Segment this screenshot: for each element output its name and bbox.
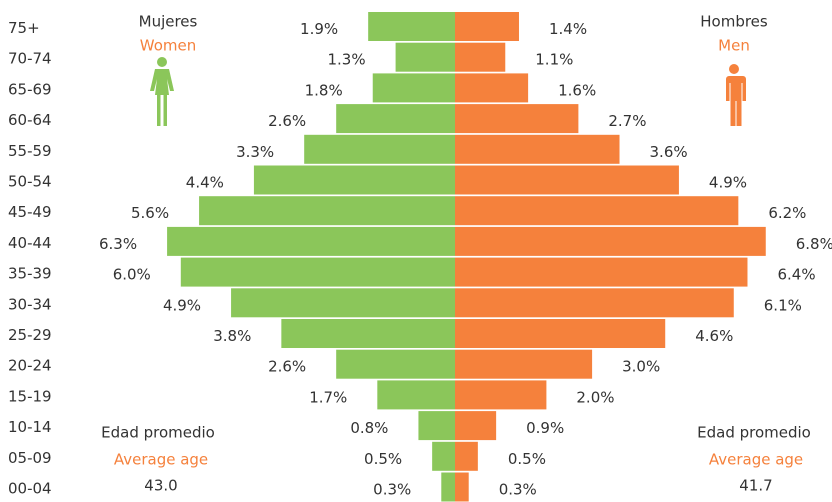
value-label: 1.7% (309, 388, 347, 406)
women-bar (441, 472, 455, 502)
female-icon (150, 57, 174, 126)
women-bar (336, 104, 455, 134)
value-label: 0.9% (526, 419, 564, 437)
value-label: 2.0% (576, 388, 614, 406)
men-bar (455, 411, 497, 441)
women-bar (377, 380, 455, 410)
age-label: 30-34 (8, 295, 52, 313)
value-label: 6.4% (777, 266, 815, 284)
age-label: 05-09 (8, 449, 52, 467)
value-label: 1.8% (305, 81, 343, 99)
women-average-label: Edad promedio (101, 424, 215, 442)
value-label: 1.1% (535, 51, 573, 69)
age-label: 75+ (8, 19, 40, 37)
value-label: 6.3% (99, 235, 137, 253)
women-bar (418, 411, 455, 441)
women-bar (199, 196, 455, 226)
men-bar (455, 165, 679, 195)
value-label: 2.6% (268, 358, 306, 376)
value-label: 1.4% (549, 20, 587, 38)
value-label: 2.6% (268, 112, 306, 130)
women-title-en: Women (140, 37, 196, 55)
age-label: 20-24 (8, 357, 52, 375)
age-label: 70-74 (8, 50, 52, 68)
age-label: 10-14 (8, 418, 52, 436)
women-title: Mujeres (139, 13, 198, 31)
women-bar (253, 165, 455, 195)
women-bar (304, 134, 455, 164)
men-bar (455, 472, 469, 502)
value-label: 6.8% (796, 235, 832, 253)
men-bar (455, 349, 593, 379)
women-average: 43.0 (144, 477, 177, 495)
age-label: 55-59 (8, 142, 52, 160)
men-bar (455, 257, 748, 287)
women-bar (167, 226, 455, 256)
value-label: 2.7% (608, 112, 646, 130)
value-label: 6.1% (764, 296, 802, 314)
men-bar (455, 288, 734, 318)
men-bar (455, 73, 529, 103)
men-bar (455, 104, 579, 134)
age-label: 35-39 (8, 265, 52, 283)
value-label: 0.3% (499, 481, 537, 499)
men-bar (455, 319, 666, 348)
value-label: 3.8% (213, 327, 251, 345)
men-bar (455, 12, 519, 41)
age-label: 40-44 (8, 234, 52, 252)
age-label: 50-54 (8, 173, 52, 191)
men-bar (455, 380, 547, 410)
value-label: 0.5% (508, 450, 546, 468)
women-bar (372, 73, 455, 103)
value-label: 1.3% (327, 51, 365, 69)
men-bar (455, 42, 506, 72)
male-icon (725, 64, 746, 126)
value-label: 4.4% (186, 174, 224, 192)
men-bar (455, 196, 739, 226)
women-bar (231, 288, 455, 318)
men-bar (455, 226, 766, 256)
men-title-en: Men (718, 37, 750, 55)
men-average: 41.7 (739, 477, 772, 495)
age-label: 15-19 (8, 387, 52, 405)
value-label: 6.0% (113, 266, 151, 284)
value-label: 0.8% (350, 419, 388, 437)
value-label: 4.6% (695, 327, 733, 345)
women-bar (336, 349, 455, 379)
women-bar (180, 257, 456, 287)
value-label: 5.6% (131, 204, 169, 222)
men-average-label-en: Average age (709, 451, 803, 469)
age-label: 00-04 (8, 480, 52, 498)
men-average-label: Edad promedio (697, 424, 811, 442)
men-title: Hombres (700, 13, 768, 31)
value-label: 1.9% (300, 20, 338, 38)
value-label: 0.3% (373, 481, 411, 499)
women-bar (395, 42, 455, 72)
value-label: 6.2% (768, 204, 806, 222)
men-bar (455, 134, 620, 164)
women-bar (432, 441, 455, 471)
value-label: 3.3% (236, 143, 274, 161)
value-label: 3.0% (622, 358, 660, 376)
women-bar (281, 319, 455, 348)
value-label: 1.6% (558, 81, 596, 99)
value-label: 4.9% (709, 174, 747, 192)
value-label: 4.9% (163, 296, 201, 314)
women-bar (368, 12, 455, 41)
value-label: 3.6% (650, 143, 688, 161)
age-label: 45-49 (8, 203, 52, 221)
value-label: 0.5% (364, 450, 402, 468)
age-label: 60-64 (8, 111, 52, 129)
age-label: 65-69 (8, 80, 52, 98)
age-label: 25-29 (8, 326, 52, 344)
women-average-label-en: Average age (114, 451, 208, 469)
men-bar (455, 441, 478, 471)
